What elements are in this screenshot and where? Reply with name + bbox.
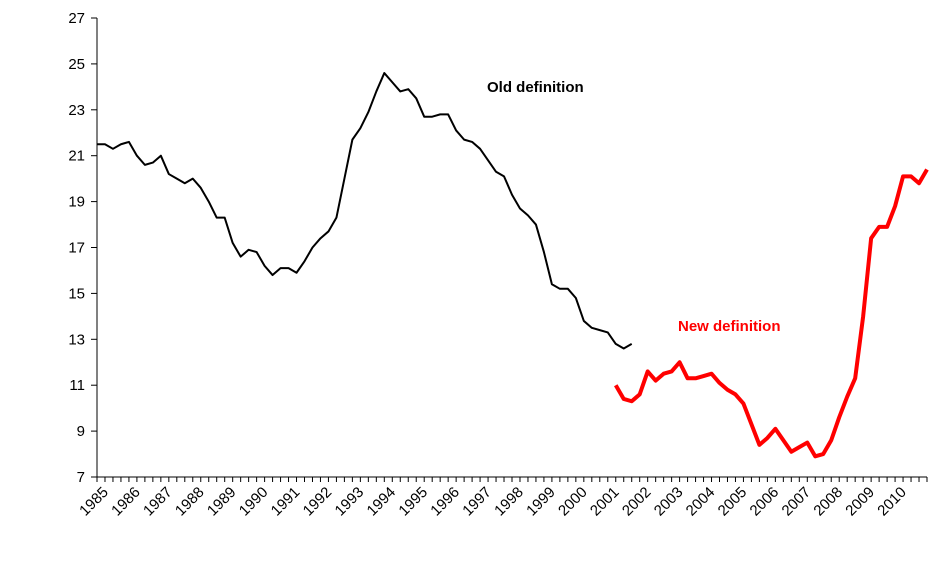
x-tick-label: 1992 xyxy=(300,484,336,520)
y-tick-label: 27 xyxy=(68,10,85,27)
y-tick-label: 15 xyxy=(68,285,85,302)
x-tick-label: 1987 xyxy=(140,484,176,520)
y-tick-label: 23 xyxy=(68,102,85,119)
x-tick-label: 2006 xyxy=(747,484,783,520)
y-tick-label: 25 xyxy=(68,56,85,73)
x-tick-label: 2004 xyxy=(683,484,719,520)
x-tick-label: 2008 xyxy=(810,484,846,520)
x-tick-label: 2005 xyxy=(715,484,751,520)
x-tick-label: 1985 xyxy=(76,484,112,520)
y-tick-label: 7 xyxy=(77,469,85,486)
y-tick-label: 11 xyxy=(69,377,85,394)
x-tick-label: 1990 xyxy=(236,484,272,520)
x-tick-label: 2000 xyxy=(555,484,591,520)
x-tick-label: 1995 xyxy=(395,484,431,520)
x-tick-label: 1993 xyxy=(332,484,368,520)
x-tick-label: 2009 xyxy=(842,484,878,520)
y-tick-label: 21 xyxy=(68,148,85,165)
y-tick-label: 9 xyxy=(77,423,85,440)
x-tick-label: 2007 xyxy=(779,484,815,520)
x-tick-label: 1994 xyxy=(364,484,400,520)
x-tick-label: 1999 xyxy=(523,484,559,520)
series-label: New definition xyxy=(678,318,781,335)
x-tick-label: 2010 xyxy=(874,484,910,520)
x-tick-label: 1996 xyxy=(427,484,463,520)
y-tick-label: 17 xyxy=(68,240,85,257)
series-label: Old definition xyxy=(487,79,584,96)
x-tick-label: 1997 xyxy=(459,484,495,520)
x-tick-label: 1989 xyxy=(204,484,240,520)
y-tick-label: 13 xyxy=(68,331,85,348)
x-tick-label: 2003 xyxy=(651,484,687,520)
x-tick-label: 1991 xyxy=(268,484,304,520)
series-line xyxy=(614,168,929,459)
series-line xyxy=(97,72,633,350)
x-tick-label: 1998 xyxy=(491,484,527,520)
x-tick-label: 2002 xyxy=(619,484,655,520)
x-tick-label: 1988 xyxy=(172,484,208,520)
x-tick-label: 2001 xyxy=(587,484,623,520)
x-tick-label: 1986 xyxy=(108,484,144,520)
y-tick-label: 19 xyxy=(68,194,85,211)
